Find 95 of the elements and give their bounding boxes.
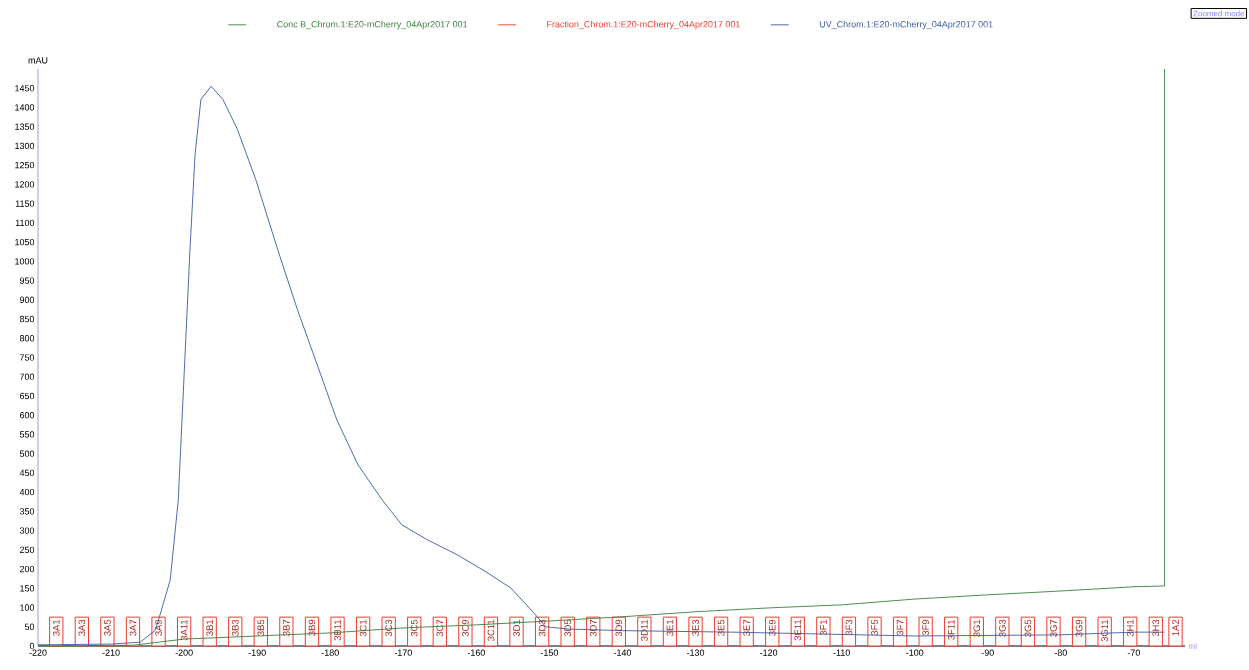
x-tick-label: -120 bbox=[760, 649, 778, 656]
y-tick-label: 300 bbox=[19, 527, 35, 534]
annotation: 3C9 bbox=[462, 619, 469, 637]
y-tick-label: 1250 bbox=[15, 161, 35, 169]
y-tick-label: 1450 bbox=[15, 85, 35, 92]
x-tick-label: -170 bbox=[394, 649, 412, 656]
annotation: 3D9 bbox=[615, 619, 623, 637]
y-tick-label: 850 bbox=[19, 315, 35, 323]
annotation: 3H3 bbox=[1152, 619, 1160, 637]
y-tick-label: 1350 bbox=[15, 123, 35, 130]
y-tick-label: 1200 bbox=[15, 181, 35, 188]
annotation: 3G9 bbox=[1075, 619, 1083, 637]
annotation: 3B9 bbox=[308, 619, 316, 636]
annotation: 3G7 bbox=[1050, 619, 1057, 637]
text: Conc B_Chrom.1:E20-mCherry_04Apr2017 001 bbox=[277, 20, 468, 30]
y-tick-label: 1150 bbox=[15, 200, 35, 207]
text: UV_Chrom.1:E20-mCherry_04Apr2017 001 bbox=[819, 20, 993, 30]
x-tick-label: -200 bbox=[175, 649, 193, 656]
y-tick-label: 800 bbox=[19, 335, 35, 342]
y-tick-label: 350 bbox=[19, 508, 35, 515]
y-tick-label: 100 bbox=[20, 604, 35, 611]
text: Fraction_Chrom.1:E20-mCherry_04Apr2017 001 bbox=[547, 20, 740, 30]
y-tick-label: 600 bbox=[19, 412, 35, 419]
x-tick-label: -180 bbox=[321, 649, 339, 656]
y-tick-label: 200 bbox=[19, 565, 35, 573]
annotation: 3B3 bbox=[231, 619, 239, 636]
y-tick-label: 150 bbox=[20, 585, 35, 592]
y-tick-label: 1300 bbox=[15, 142, 35, 150]
annotation: 3D3 bbox=[538, 619, 546, 637]
annotation: 3A11 bbox=[180, 619, 188, 641]
x-tick-label: -190 bbox=[248, 649, 266, 656]
annotation: 3A1 bbox=[52, 619, 60, 636]
x-tick-label: -150 bbox=[540, 649, 559, 656]
x-tick-label: -90 bbox=[981, 649, 994, 656]
annotation: 3F3 bbox=[845, 619, 853, 636]
y-tick-label: 50 bbox=[24, 623, 35, 630]
y-tick-label: 750 bbox=[19, 354, 35, 361]
annotation: 3B5 bbox=[257, 619, 265, 636]
y-axis-title: mAU bbox=[28, 57, 48, 64]
annotation: 3D11 bbox=[641, 619, 648, 641]
annotation: 3F7 bbox=[896, 619, 904, 636]
y-tick-label: 450 bbox=[19, 469, 35, 477]
annotation: 3D7 bbox=[589, 619, 597, 637]
annotation: 3F9 bbox=[922, 619, 929, 636]
y-tick-label: 1100 bbox=[15, 219, 35, 227]
annotation: 3F11 bbox=[947, 619, 955, 640]
y-tick-label: 550 bbox=[19, 431, 35, 438]
annotation: 3C1 bbox=[359, 619, 367, 637]
annotation: 3E9 bbox=[768, 619, 776, 636]
annotation: 3G1 bbox=[973, 619, 981, 637]
x-tick-label: -220 bbox=[29, 649, 47, 656]
x-tick-label: -100 bbox=[906, 649, 924, 656]
y-tick-label: 700 bbox=[19, 373, 35, 380]
y-tick-label: 650 bbox=[19, 392, 35, 400]
y-tick-label: 250 bbox=[19, 546, 35, 554]
y-tick-label: 400 bbox=[19, 488, 35, 496]
annotation: 3G11 bbox=[1101, 619, 1108, 642]
annotation: 3D1 bbox=[513, 619, 520, 637]
annotation: 3E11 bbox=[794, 619, 802, 641]
annotation: 3G5 bbox=[1024, 619, 1032, 637]
annotation: 3A5 bbox=[104, 619, 111, 636]
annotation: 3E1 bbox=[666, 619, 674, 636]
annotation: 3A7 bbox=[129, 619, 137, 636]
x-tick-label: -80 bbox=[1054, 649, 1067, 656]
annotation: 3G3 bbox=[999, 619, 1006, 637]
x-tick-label: -70 bbox=[1127, 649, 1140, 656]
annotation: 3D5 bbox=[564, 619, 572, 637]
x-tick-label: -110 bbox=[833, 649, 850, 656]
x-tick-label: -130 bbox=[686, 649, 705, 656]
annotation: 3A3 bbox=[78, 619, 86, 636]
x-tick-label: -140 bbox=[613, 649, 632, 656]
annotation: 3B11 bbox=[334, 619, 341, 641]
annotation: 3F1 bbox=[820, 619, 827, 636]
y-tick-label: 0 bbox=[29, 642, 35, 650]
annotation: 3C11 bbox=[487, 619, 495, 641]
y-tick-label: 1000 bbox=[15, 258, 35, 265]
y-tick-label: 950 bbox=[19, 277, 35, 284]
annotation: 3A9 bbox=[155, 619, 162, 636]
annotation: 3B1 bbox=[206, 619, 214, 636]
y-tick-label: 1400 bbox=[15, 104, 35, 111]
annotation: 1A2 bbox=[1172, 619, 1179, 636]
x-tick-label: -160 bbox=[467, 649, 485, 656]
annotation: 3C5 bbox=[410, 619, 418, 637]
annotation: 3B7 bbox=[283, 619, 290, 636]
annotation: 3C7 bbox=[436, 619, 444, 637]
annotation: 3E5 bbox=[717, 619, 725, 636]
y-tick-label: 900 bbox=[19, 296, 35, 303]
annotation: 3F5 bbox=[871, 619, 878, 636]
annotation: 3E7 bbox=[743, 619, 751, 636]
y-tick-label: 1050 bbox=[15, 238, 35, 246]
annotation: 3H1 bbox=[1126, 619, 1134, 637]
annotation: 3C3 bbox=[385, 619, 393, 637]
annotation: 3E3 bbox=[692, 619, 699, 636]
x-tick-label: -210 bbox=[102, 649, 120, 656]
y-tick-label: 500 bbox=[19, 450, 35, 457]
